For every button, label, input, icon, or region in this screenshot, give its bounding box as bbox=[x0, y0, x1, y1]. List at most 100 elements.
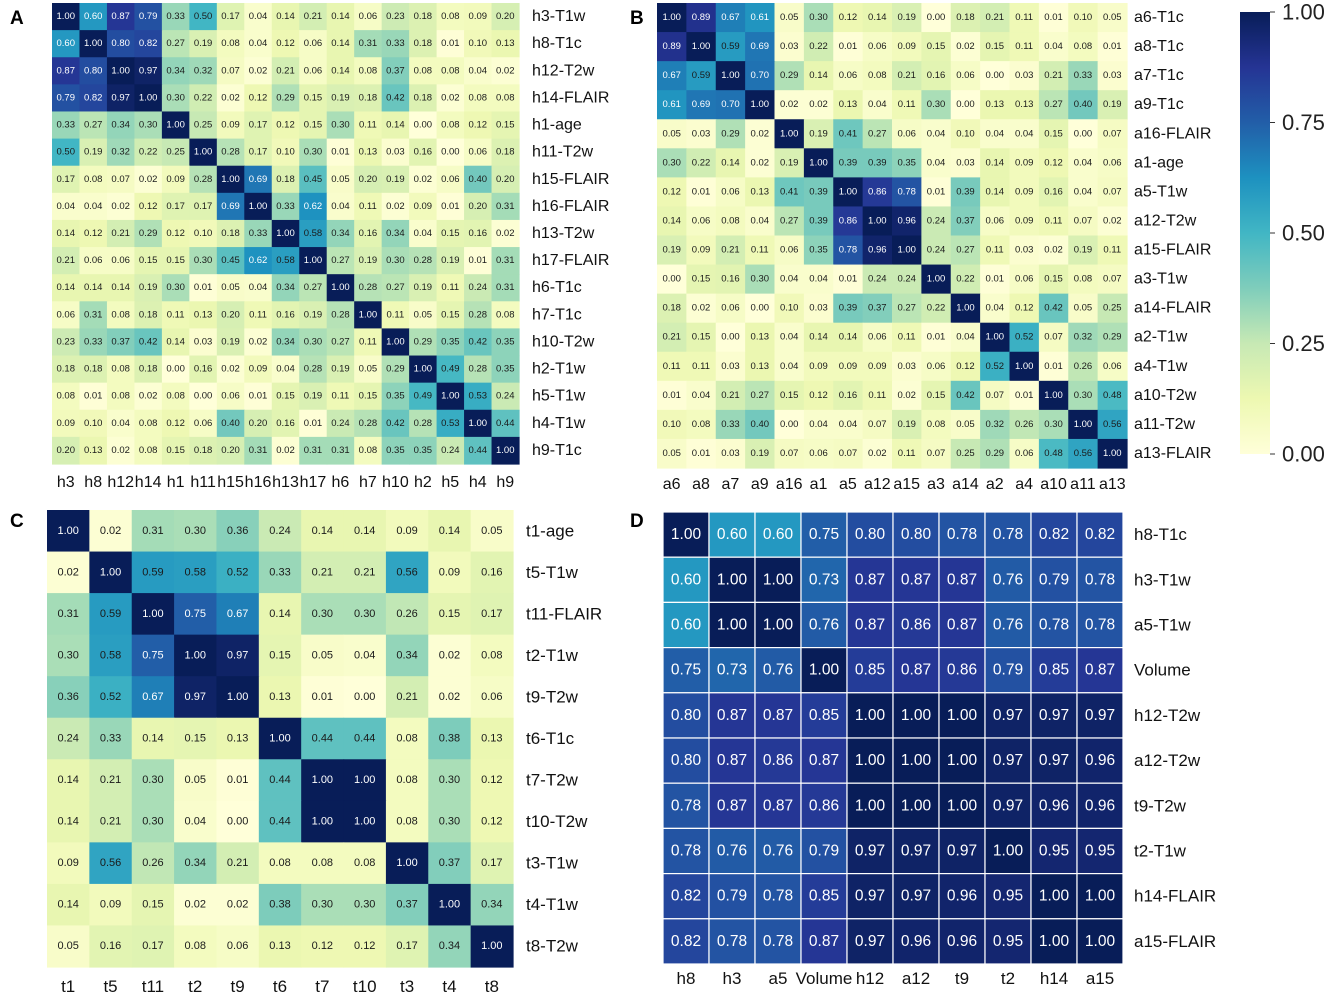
cell-value-label: 0.18 bbox=[414, 11, 433, 22]
heatmap-cell bbox=[464, 192, 493, 221]
heatmap-cell bbox=[381, 328, 410, 357]
cell-value-label: 0.03 bbox=[194, 336, 213, 347]
heatmap-cell bbox=[892, 235, 922, 266]
cell-value-label: 0.17 bbox=[142, 940, 163, 952]
cell-value-label: 0.78 bbox=[993, 526, 1023, 543]
heatmap-cell bbox=[258, 759, 302, 802]
heatmap-cell bbox=[950, 380, 981, 411]
heatmap-cell bbox=[301, 883, 345, 927]
cell-value-label: 0.01 bbox=[441, 201, 460, 212]
heatmap-cell bbox=[106, 165, 136, 194]
x-tick-label: h5 bbox=[441, 474, 459, 491]
cell-value-label: 0.27 bbox=[897, 303, 916, 314]
x-tick-label: a5 bbox=[769, 969, 788, 988]
heatmap-cell bbox=[862, 438, 893, 469]
heatmap-cell bbox=[134, 57, 163, 85]
heatmap-cell bbox=[754, 556, 802, 604]
cell-value-label: 0.05 bbox=[662, 448, 681, 459]
heatmap-cell bbox=[745, 293, 776, 324]
x-tick-label: t9 bbox=[955, 969, 969, 988]
y-tick-label: a10-T2w bbox=[1134, 387, 1197, 404]
cell-value-label: 1.00 bbox=[1074, 419, 1093, 430]
cell-value-label: 0.10 bbox=[84, 418, 103, 429]
heatmap-cell bbox=[354, 165, 383, 194]
heatmap-cell bbox=[436, 301, 465, 330]
cell-value-label: 0.22 bbox=[927, 303, 946, 314]
cell-value-label: 1.00 bbox=[496, 445, 515, 456]
heatmap-cell bbox=[271, 247, 300, 275]
cell-value-label: 0.30 bbox=[312, 608, 333, 620]
heatmap-cell bbox=[299, 111, 328, 140]
cell-value-label: 0.31 bbox=[249, 445, 268, 456]
heatmap-cell bbox=[326, 111, 355, 140]
heatmap-cell bbox=[299, 409, 328, 438]
heatmap-cell bbox=[745, 322, 776, 353]
x-tick-label: a8 bbox=[692, 476, 710, 493]
cell-value-label: 1.00 bbox=[139, 92, 158, 103]
heatmap-cell bbox=[174, 510, 218, 553]
cell-value-label: 0.30 bbox=[751, 274, 770, 285]
cell-value-label: 0.15 bbox=[359, 391, 378, 402]
cell-value-label: 0.29 bbox=[721, 128, 740, 139]
cell-value-label: 0.01 bbox=[441, 38, 460, 49]
cell-value-label: 0.89 bbox=[692, 12, 711, 23]
cell-value-label: 0.04 bbox=[809, 419, 828, 430]
cell-value-label: 0.14 bbox=[386, 120, 405, 131]
heatmap-cell bbox=[686, 264, 717, 295]
heatmap-cell bbox=[491, 382, 520, 411]
heatmap-cell bbox=[174, 883, 218, 927]
heatmap-cell bbox=[301, 676, 345, 719]
cell-value-label: 0.04 bbox=[956, 332, 975, 343]
cell-value-label: 0.08 bbox=[359, 445, 378, 456]
cell-value-label: 0.75 bbox=[809, 526, 839, 543]
heatmap-cell bbox=[216, 436, 245, 465]
cell-value-label: 0.03 bbox=[956, 157, 975, 168]
heatmap-cell bbox=[436, 84, 465, 113]
heatmap-cell bbox=[715, 32, 746, 62]
heatmap-cell bbox=[79, 111, 108, 140]
cell-value-label: 0.04 bbox=[1015, 128, 1034, 139]
heatmap-cell bbox=[271, 30, 300, 58]
heatmap-cell bbox=[79, 3, 108, 31]
heatmap-cell bbox=[189, 274, 218, 302]
cell-value-label: 0.08 bbox=[721, 215, 740, 226]
heatmap-cell bbox=[464, 355, 493, 384]
cell-value-label: 0.10 bbox=[276, 147, 295, 158]
heatmap-cell bbox=[134, 30, 163, 58]
heatmap-cell bbox=[892, 918, 940, 965]
cell-value-label: 0.02 bbox=[496, 65, 515, 76]
heatmap-cell bbox=[106, 219, 136, 248]
cell-value-label: 0.16 bbox=[194, 364, 213, 375]
heatmap-cell bbox=[326, 57, 355, 85]
cell-value-label: 0.17 bbox=[194, 201, 213, 212]
heatmap-cell bbox=[745, 177, 776, 208]
cell-value-label: 1.00 bbox=[185, 649, 206, 661]
heatmap-cell bbox=[470, 634, 514, 677]
y-tick-label: a6-T1c bbox=[1134, 9, 1184, 26]
heatmap-cell bbox=[774, 351, 805, 382]
y-tick-label: a11-T2w bbox=[1134, 416, 1196, 433]
heatmap-cell bbox=[774, 438, 805, 469]
cell-value-label: 0.42 bbox=[1044, 303, 1063, 314]
cell-value-label: 0.06 bbox=[721, 186, 740, 197]
cell-value-label: 0.30 bbox=[386, 255, 405, 266]
heatmap-cell bbox=[131, 759, 175, 802]
cell-value-label: 0.19 bbox=[414, 282, 433, 293]
heatmap-cell bbox=[216, 219, 245, 248]
cell-value-label: 0.33 bbox=[1074, 70, 1093, 81]
cell-value-label: 0.87 bbox=[763, 707, 793, 724]
cell-value-label: 0.13 bbox=[269, 691, 290, 703]
y-tick-label: a5-T1w bbox=[1134, 616, 1191, 635]
cell-value-label: 0.18 bbox=[221, 228, 240, 239]
cell-value-label: 0.11 bbox=[1015, 12, 1033, 23]
cell-value-label: 0.08 bbox=[139, 418, 158, 429]
heatmap-cell bbox=[79, 84, 108, 113]
cell-value-label: 0.09 bbox=[1015, 157, 1034, 168]
heatmap-cell bbox=[1030, 646, 1078, 694]
heatmap-cell bbox=[491, 274, 520, 302]
heatmap-cell bbox=[409, 57, 438, 85]
heatmap-cell bbox=[921, 264, 952, 295]
cell-value-label: 1.00 bbox=[947, 752, 978, 769]
heatmap-cell bbox=[921, 235, 952, 266]
cell-value-label: 0.15 bbox=[441, 309, 460, 320]
